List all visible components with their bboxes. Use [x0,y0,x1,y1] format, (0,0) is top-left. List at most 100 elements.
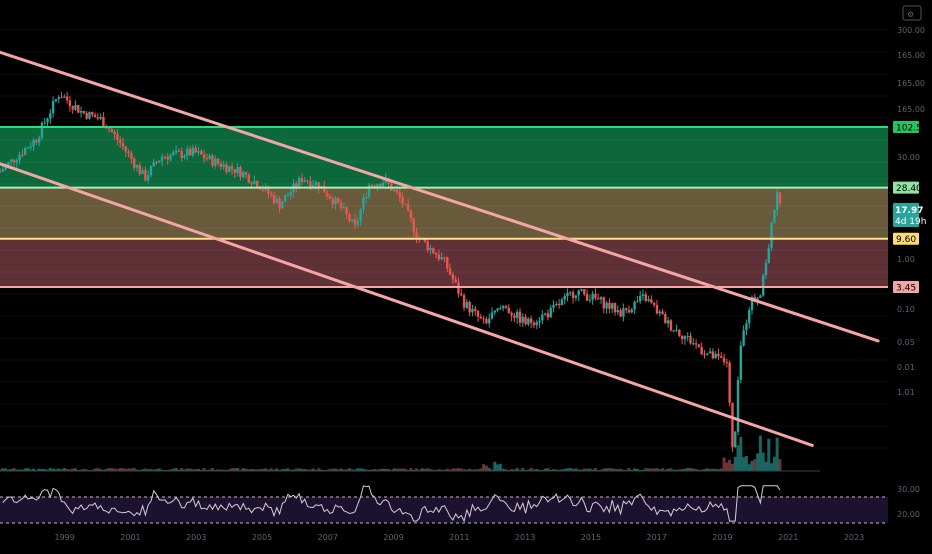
volume-bar [375,469,379,471]
candle-body [367,185,371,198]
volume-bar [655,468,659,471]
candle [426,239,429,253]
volume-bar [275,468,279,471]
volume-bar [32,468,36,471]
candle [211,153,214,168]
candle [613,302,617,316]
candle [647,295,650,303]
volume-bar [339,468,343,471]
candle-body [499,308,502,310]
candle [144,166,147,182]
candle-body [88,112,91,119]
candle [622,303,625,322]
candle [155,160,158,165]
price-axis[interactable]: 300.00 165.00 165.00 165.00 30.00 1.00 0.10 0.0… [897,26,925,397]
volume-bar [554,469,558,471]
candle [219,160,223,171]
candle-body [297,178,301,187]
candle-body [180,151,183,158]
candle [563,293,566,305]
oscillator-lower-label: 20.00 [897,510,920,519]
volume-bar [462,469,466,471]
candle-body [395,189,399,193]
candle [541,310,544,325]
candle [29,141,32,151]
candle [633,300,636,315]
candle [172,149,175,157]
volume-bar [194,469,198,471]
volume-bar [767,438,771,471]
candle [370,183,374,187]
volume-bar [686,468,690,471]
candle-body [451,274,455,280]
candle [281,200,284,209]
volume-bar [596,469,600,471]
level-badge-label: 3.45 [896,284,916,294]
candle-body [485,318,488,324]
volume-bar [124,468,128,471]
levels-layer [0,126,888,288]
time-axis-label: 2003 [186,533,206,542]
candle-body [77,105,80,113]
top-right-controls[interactable]: ⚙ [902,5,922,21]
volume-bar [129,468,133,471]
candle [21,149,24,158]
candle [216,157,220,167]
volume-bar [401,468,405,471]
price-axis-label: 300.00 [897,26,925,35]
candle-body [594,293,597,299]
volume-bar [403,468,407,471]
level-badge-label: 9.60 [896,235,916,245]
settings-button[interactable]: ⚙ [902,5,922,21]
volume-bar [107,468,111,471]
candle [535,319,538,329]
volume-bar [79,469,83,471]
candle-body [566,293,569,297]
candle [88,111,91,120]
candle-body [616,310,620,313]
candle-body [40,122,44,138]
candle [404,203,407,205]
candle [678,329,681,337]
time-axis[interactable]: 1999 2001 2003 2005 2007 2009 2011 2013 2015 2017… [54,533,864,542]
candle-body [476,310,480,317]
volume-bar [370,469,374,471]
candle [728,360,731,407]
volume-bar [384,468,388,471]
candle [591,290,594,305]
volume-bar [261,468,265,471]
candle [717,348,720,360]
candle [214,155,217,169]
volume-bar [121,468,125,471]
candle [116,129,119,146]
candle-body [622,308,625,317]
candle [745,319,748,336]
candle-body [524,316,527,325]
candle [602,296,606,314]
candle [247,173,251,184]
volume-bar [663,469,667,471]
volume-bar [264,468,268,471]
time-axis-label: 1999 [54,533,74,542]
oscillator-panel: 30.00 20.00 [0,485,920,524]
volume-bar [174,468,178,471]
volume-bar [504,469,508,471]
volume-bar [689,468,693,471]
candle [367,182,371,200]
candle-body [331,198,334,205]
volume-bar [289,469,293,471]
time-axis-label: 2009 [383,533,403,542]
candle [748,306,751,329]
volume-bar [702,469,706,471]
volume-bar [649,468,653,471]
volume-bar [775,437,779,471]
candle-body [197,151,200,153]
candle-body [1,169,4,172]
candle [448,263,452,276]
candle-body [82,110,86,113]
candle-body [202,154,206,159]
volume-bar [155,468,159,471]
candle-body [585,294,589,301]
